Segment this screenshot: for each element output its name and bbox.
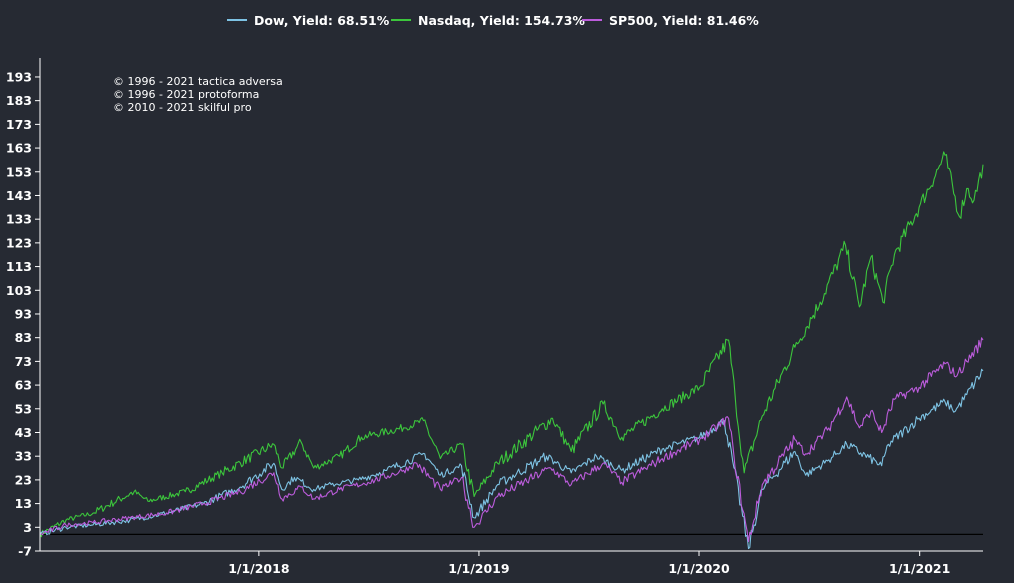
- y-tick: 143: [6, 188, 40, 203]
- y-tick-label: 73: [15, 354, 32, 369]
- y-tick-label: 43: [15, 425, 32, 440]
- x-tick: 1/1/2019: [448, 551, 510, 576]
- series-line-nasdaq: [39, 151, 984, 538]
- y-tick: 193: [6, 69, 40, 84]
- x-tick: 1/1/2018: [228, 551, 290, 576]
- y-tick: 133: [6, 212, 40, 227]
- y-tick-label: 63: [15, 378, 32, 393]
- x-tick-label: 1/1/2021: [889, 561, 950, 576]
- y-axis: -7 3 13 23 33 43 53 63 73 83 93 103 113 123 133 143 153 1…: [6, 58, 41, 559]
- y-tick: 123: [6, 235, 40, 250]
- y-tick: 183: [6, 93, 40, 108]
- legend-item-nasdaq: Nasdaq, Yield: 154.73%: [391, 13, 585, 28]
- y-tick: 13: [15, 496, 40, 511]
- y-tick-label: 93: [15, 306, 32, 321]
- x-tick: 1/1/2020: [668, 551, 730, 576]
- x-tick-label: 1/1/2019: [448, 561, 509, 576]
- x-tick: 1/1/2021: [889, 551, 950, 576]
- legend-item-dow: Dow, Yield: 68.51%: [227, 13, 390, 28]
- y-tick: 53: [15, 401, 40, 416]
- x-tick-label: 1/1/2018: [228, 561, 289, 576]
- y-tick: 23: [15, 472, 40, 487]
- y-tick: 153: [6, 164, 40, 179]
- y-tick-label: 23: [15, 472, 32, 487]
- copyright-line: © 1996 - 2021 protoforma: [113, 88, 259, 101]
- copyright-notice: © 1996 - 2021 tactica adversa© 1996 - 20…: [113, 75, 283, 114]
- y-tick: 113: [6, 259, 40, 274]
- x-axis: 1/1/2018 1/1/2019 1/1/2020 1/1/2021: [40, 550, 983, 576]
- x-tick-label: 1/1/2020: [668, 561, 730, 576]
- y-tick: 73: [15, 354, 40, 369]
- y-tick-label: 163: [6, 141, 32, 156]
- y-tick: 173: [6, 117, 40, 132]
- copyright-line: © 1996 - 2021 tactica adversa: [113, 75, 283, 88]
- legend-item-sp500: SP500, Yield: 81.46%: [582, 13, 759, 28]
- legend: Dow, Yield: 68.51% Nasdaq, Yield: 154.73%…: [227, 13, 759, 28]
- y-tick: 33: [15, 449, 40, 464]
- y-tick-label: 193: [6, 69, 32, 84]
- y-tick-label: 83: [15, 330, 32, 345]
- y-tick-label: 33: [15, 449, 32, 464]
- legend-label: Nasdaq, Yield: 154.73%: [418, 13, 585, 28]
- y-tick-label: 53: [15, 401, 32, 416]
- y-tick-label: 173: [6, 117, 32, 132]
- y-tick-label: 113: [6, 259, 32, 274]
- y-tick: 93: [15, 306, 40, 321]
- y-tick: 3: [23, 520, 40, 535]
- y-tick-label: 153: [6, 164, 32, 179]
- y-tick-label: 183: [6, 93, 32, 108]
- y-tick-label: 13: [15, 496, 32, 511]
- y-tick: 163: [6, 141, 40, 156]
- copyright-line: © 2010 - 2021 skilful pro: [113, 101, 252, 114]
- legend-label: SP500, Yield: 81.46%: [609, 13, 759, 28]
- y-tick-label: 123: [6, 235, 32, 250]
- series-line-sp500: [39, 337, 984, 543]
- y-tick-label: 133: [6, 212, 32, 227]
- y-tick-label: 143: [6, 188, 32, 203]
- y-tick: 103: [6, 283, 40, 298]
- legend-label: Dow, Yield: 68.51%: [254, 13, 390, 28]
- y-tick-label: -7: [18, 544, 32, 559]
- y-tick: 43: [15, 425, 40, 440]
- y-tick: 63: [15, 378, 40, 393]
- y-tick-label: 103: [6, 283, 32, 298]
- series-layer: [39, 151, 984, 550]
- y-tick: -7: [18, 544, 40, 559]
- y-tick: 83: [15, 330, 40, 345]
- series-line-dow: [39, 368, 984, 550]
- y-tick-label: 3: [23, 520, 32, 535]
